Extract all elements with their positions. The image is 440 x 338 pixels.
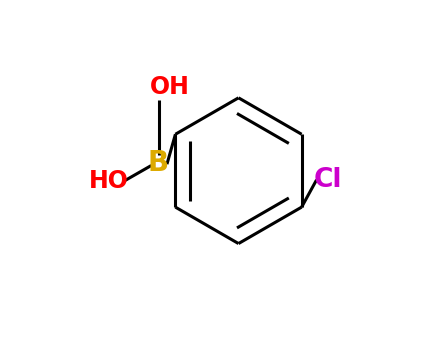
Text: OH: OH [150,75,190,99]
Text: HO: HO [88,169,128,193]
Text: B: B [147,149,169,177]
Text: Cl: Cl [314,167,343,193]
